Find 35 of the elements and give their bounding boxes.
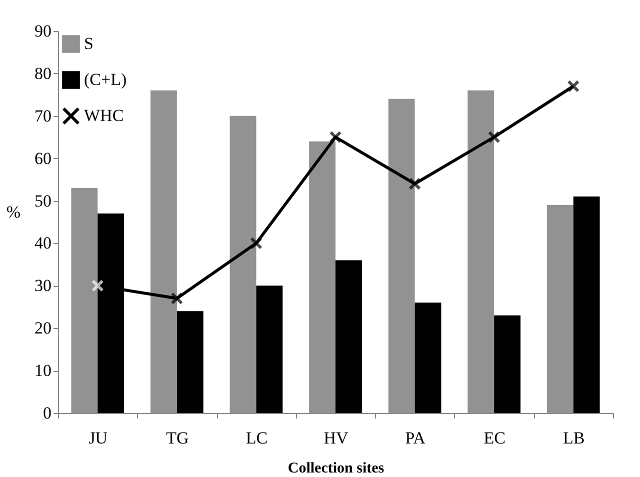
- point: [567, 80, 580, 92]
- bar: [176, 311, 204, 413]
- y-tick-label: 50: [34, 191, 52, 210]
- y-tick-label: 80: [34, 64, 52, 83]
- y-tick-label: 20: [34, 318, 52, 338]
- point: [488, 130, 500, 144]
- y-tick-label: 40: [34, 234, 52, 253]
- y-tick-label: 10: [34, 361, 52, 380]
- legend-label: WHC: [84, 106, 124, 125]
- y-tick-label: 0: [43, 404, 52, 422]
- x-tick-label: LB: [562, 428, 585, 448]
- bar: [256, 286, 283, 413]
- point: [250, 236, 262, 250]
- x-tick-label: JU: [88, 428, 108, 448]
- bar: [414, 302, 442, 413]
- point: [170, 292, 184, 305]
- point: [408, 178, 422, 190]
- x-tick-label: HV: [324, 428, 349, 448]
- y-tick-label: 90: [34, 22, 52, 40]
- y-tick-label: 70: [34, 106, 52, 126]
- y-tick-label: 60: [34, 148, 52, 168]
- bar: [494, 315, 520, 413]
- x-tick-label: PA: [405, 428, 426, 448]
- x-tick-label: EC: [484, 428, 506, 448]
- bar: [336, 260, 362, 413]
- bar: [573, 196, 600, 413]
- point: [329, 130, 342, 144]
- x-tick-label: TG: [166, 428, 189, 448]
- point: [91, 279, 104, 292]
- legend-label: S: [84, 34, 94, 53]
- x-axis-title: Collection sites: [288, 460, 384, 476]
- x-tick-label: LC: [246, 428, 268, 448]
- y-axis-title: %: [6, 202, 21, 222]
- legend-label: (C+L): [84, 70, 127, 89]
- y-tick-label: 30: [34, 276, 52, 296]
